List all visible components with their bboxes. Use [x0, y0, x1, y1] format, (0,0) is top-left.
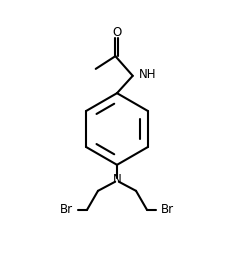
Text: N: N [113, 173, 121, 186]
Text: O: O [112, 26, 121, 39]
Text: Br: Br [161, 203, 174, 216]
Text: NH: NH [139, 68, 156, 81]
Text: Br: Br [60, 203, 73, 216]
